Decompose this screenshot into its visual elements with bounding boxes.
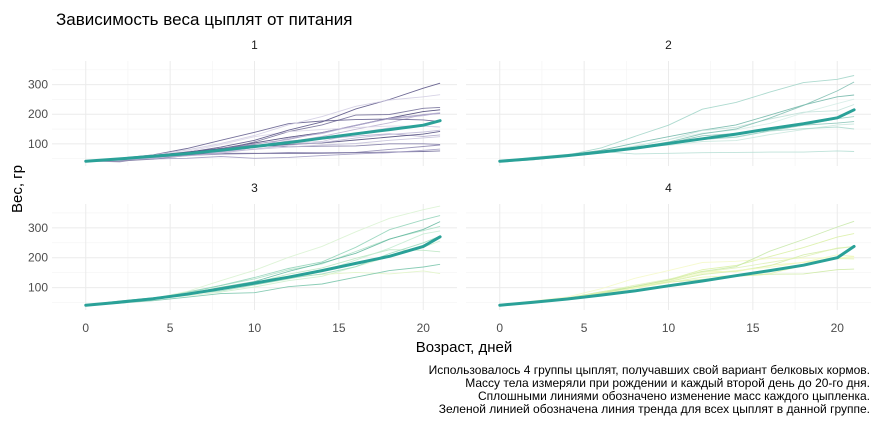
x-tick-label: 5 (581, 321, 588, 335)
chart-title: Зависимость веса цыплят от питания (56, 10, 352, 29)
chick-weight-line (85, 230, 441, 306)
facet-strip-label: 2 (665, 38, 672, 52)
x-tick-label: 10 (662, 321, 676, 335)
y-tick-label: 100 (28, 281, 48, 295)
x-tick-label: 20 (417, 321, 431, 335)
facet-strip-label: 1 (251, 38, 258, 52)
chick-weight-line (85, 221, 441, 306)
x-tick-label: 0 (496, 321, 503, 335)
chick-weight-line (85, 148, 441, 162)
trend-line (84, 235, 442, 307)
y-axis-label: Вес, гр (9, 165, 26, 213)
x-tick-label: 15 (332, 321, 346, 335)
caption-line-4: Зеленой линией обозначена линия тренда д… (439, 402, 870, 416)
y-tick-label: 300 (28, 78, 48, 92)
caption-line-1: Использовалось 4 группы цыплят, получавш… (429, 363, 870, 377)
chick-weight-line (499, 257, 855, 306)
chick-weight-line (85, 263, 441, 306)
x-tick-label: 20 (831, 321, 845, 335)
chick-weight-line (85, 129, 441, 162)
x-tick-label: 10 (248, 321, 262, 335)
x-tick-label: 5 (167, 321, 174, 335)
y-tick-label: 200 (28, 251, 48, 265)
trend-line (498, 108, 856, 163)
chick-weight-line (85, 235, 441, 306)
chick-weight-line (85, 225, 441, 306)
facet-panels: 1 100 200 300 2 3 100 200 300 0 5 10 15 20 4 0 5 10 15 20 (28, 38, 871, 335)
caption-line-2: Массу тела измеряли при рождении и кажды… (465, 376, 870, 390)
caption-line-3: Сплошными линиями обозначено изменение м… (478, 389, 870, 403)
chick-weight-line (499, 75, 855, 163)
x-axis-label: Возраст, дней (416, 339, 513, 356)
trend-line (498, 244, 856, 307)
chick-weight-line (499, 94, 855, 163)
facet-panel-3: 3 100 200 300 0 5 10 15 20 (28, 181, 457, 335)
chick-weight-line (499, 81, 855, 163)
trend-line (84, 119, 442, 163)
facet-strip-label: 3 (251, 181, 258, 195)
y-tick-label: 200 (28, 107, 48, 121)
chick-weight-line (499, 245, 855, 306)
facet-panel-2: 2 (466, 38, 871, 166)
facet-panel-4: 4 0 5 10 15 20 (466, 181, 871, 335)
chick-weight-line (85, 215, 441, 306)
facet-strip-label: 4 (665, 181, 672, 195)
y-tick-label: 300 (28, 221, 48, 235)
x-tick-label: 0 (82, 321, 89, 335)
x-tick-label: 15 (746, 321, 760, 335)
y-tick-label: 100 (28, 137, 48, 151)
facet-panel-1: 1 100 200 300 (28, 38, 457, 166)
chick-weight-line (499, 233, 855, 306)
chick-weight-line (499, 220, 855, 307)
